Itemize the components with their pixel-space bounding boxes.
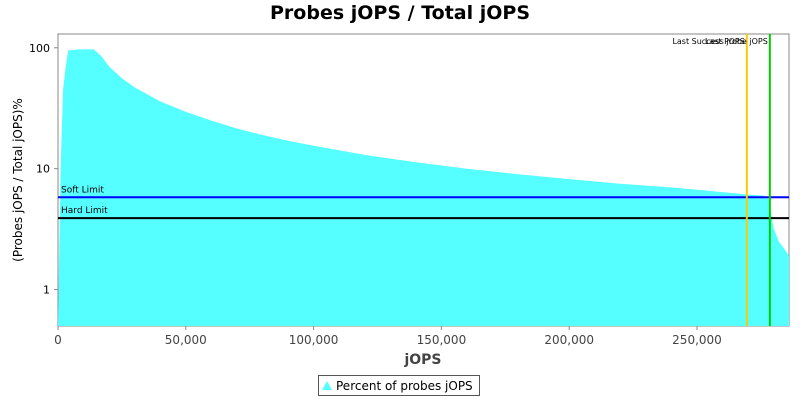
x-axis-label: jOPS [403, 352, 441, 368]
legend-swatch-icon [322, 381, 332, 390]
chart-title: Probes jOPS / Total jOPS [270, 2, 530, 24]
reference-label-2: Last Success jOPS [672, 37, 744, 46]
y-tick-label: 10 [36, 163, 50, 176]
area-series-0 [58, 49, 789, 327]
reference-label-0: Soft Limit [61, 185, 104, 195]
x-tick-label: 100,000 [289, 333, 339, 347]
x-tick-label: 200,000 [544, 333, 594, 347]
x-tick-label: 250,000 [672, 333, 722, 347]
y-tick-label: 1 [43, 284, 50, 297]
x-tick-label: 150,000 [417, 333, 467, 347]
reference-label-1: Hard Limit [61, 206, 108, 216]
x-tick-label: 50,000 [165, 333, 207, 347]
y-axis-label: (Probes jOPS / Total jOPS)% [11, 98, 25, 262]
y-tick-label: 100 [29, 42, 50, 55]
reference-label-3: Last Probe jOPS [705, 37, 768, 46]
x-tick-label: 0 [54, 333, 62, 347]
legend-label: Percent of probes jOPS [336, 378, 473, 393]
legend: Percent of probes jOPS [318, 375, 480, 396]
